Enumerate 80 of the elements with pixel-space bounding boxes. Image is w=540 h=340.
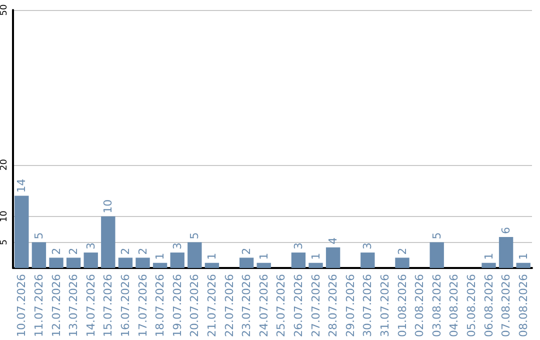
x-tick-label: 03.08.2026 (430, 274, 444, 338)
bar (395, 258, 410, 268)
bar (152, 262, 168, 268)
data-label: 6 (500, 227, 513, 234)
x-tick-label: 24.07.2026 (257, 274, 270, 338)
bar (204, 262, 220, 268)
data-label: 2 (240, 248, 254, 255)
data-label: 2 (50, 248, 63, 255)
data-label: 1 (205, 252, 218, 260)
x-tick-label: 26.07.2026 (292, 274, 305, 338)
bar (84, 252, 98, 268)
x-tick-label: 27.07.2026 (309, 274, 322, 338)
x-tick-label: 25.07.2026 (274, 274, 288, 338)
y-tick-label: 5 (0, 239, 10, 246)
bar (170, 252, 184, 268)
x-tick-label: 17.07.2026 (136, 274, 150, 338)
y-tick-label: 50 (0, 4, 10, 16)
data-label: 2 (136, 248, 150, 255)
x-tick-label: 20.07.2026 (188, 274, 202, 338)
data-label: 1 (482, 252, 496, 260)
data-label: 5 (188, 232, 202, 240)
bar (32, 242, 46, 268)
data-label: 5 (430, 232, 444, 240)
data-label: 10 (102, 199, 115, 214)
x-tick-label: 21.07.2026 (205, 274, 218, 338)
x-tick-label: 14.07.2026 (84, 274, 98, 338)
x-tick-label: 22.07.2026 (222, 274, 236, 338)
data-label: 3 (170, 242, 184, 250)
data-label: 3 (84, 242, 98, 250)
bar (118, 258, 133, 268)
x-tick-label: 30.07.2026 (361, 274, 374, 338)
x-tick-label: 02.08.2026 (413, 274, 426, 338)
data-label: 1 (257, 252, 270, 260)
x-tick-label: 11.07.2026 (32, 274, 46, 338)
x-tick-label: 13.07.2026 (67, 274, 80, 338)
bar (308, 262, 323, 268)
data-label: 14 (15, 178, 28, 193)
bar (136, 258, 150, 268)
bar (498, 237, 514, 268)
data-label: 4 (326, 237, 340, 244)
x-tick-label: 07.08.2026 (500, 274, 513, 338)
x-tick-label: 04.08.2026 (448, 274, 461, 338)
data-label: 1 (154, 252, 167, 260)
x-tick-label: 06.08.2026 (482, 274, 496, 338)
bar (49, 258, 64, 268)
x-tick-label: 10.07.2026 (15, 274, 28, 338)
x-tick-label: 29.07.2026 (344, 274, 357, 338)
bar (326, 247, 340, 268)
bar (188, 242, 202, 268)
data-label: 2 (118, 248, 132, 255)
x-tick-label: 16.07.2026 (118, 274, 132, 338)
x-tick-label: 15.07.2026 (102, 274, 115, 338)
bar (482, 262, 496, 268)
data-label: 5 (32, 232, 46, 240)
bar (256, 262, 271, 268)
x-tick-label: 18.07.2026 (154, 274, 167, 338)
x-tick-label: 19.07.2026 (170, 274, 184, 338)
bar (14, 196, 29, 268)
x-tick-label: 01.08.2026 (396, 274, 409, 338)
bar (66, 258, 81, 268)
x-tick-label: 05.08.2026 (464, 274, 478, 338)
x-tick-label: 12.07.2026 (50, 274, 63, 338)
x-tick-label: 31.07.2026 (378, 274, 392, 338)
data-label: 1 (516, 252, 530, 260)
data-label: 3 (292, 242, 305, 250)
bar (360, 252, 375, 268)
bar (239, 258, 254, 268)
bar (430, 242, 444, 268)
bar (291, 252, 306, 268)
x-tick-label: 08.08.2026 (516, 274, 530, 338)
x-tick-label: 28.07.2026 (326, 274, 340, 338)
bar (101, 216, 116, 268)
data-label: 1 (309, 252, 322, 260)
data-label: 2 (67, 248, 80, 255)
y-tick-label: 10 (0, 210, 10, 222)
y-tick-label: 20 (0, 158, 10, 171)
bar (516, 262, 530, 268)
data-label: 3 (361, 242, 374, 250)
x-tick-label: 23.07.2026 (240, 274, 254, 338)
data-label: 2 (396, 248, 409, 255)
